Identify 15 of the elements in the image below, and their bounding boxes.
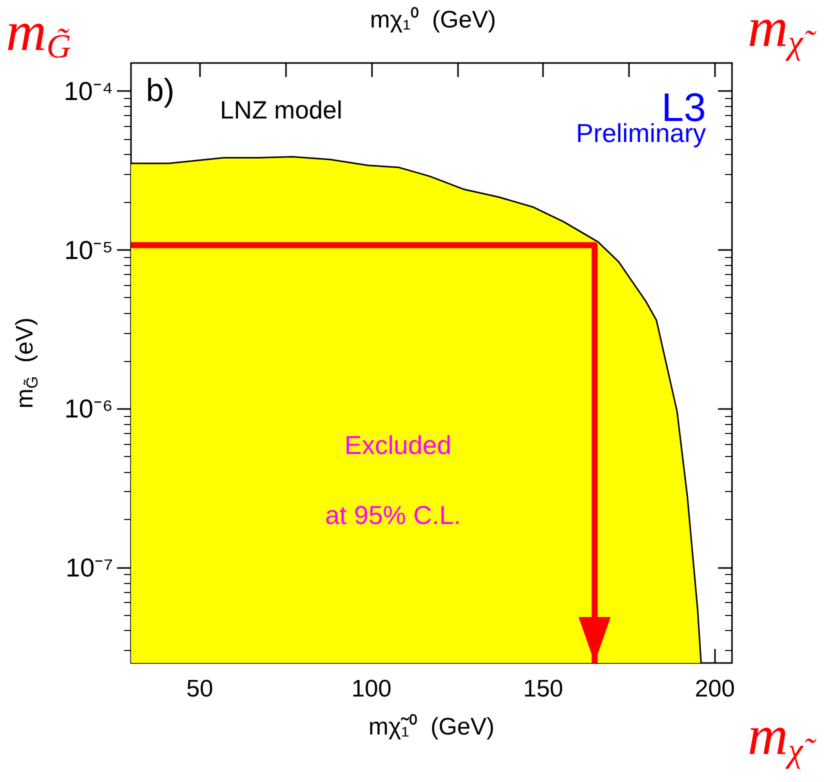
x-axis-title: mχ̃₁⁰ (GeV)	[368, 714, 495, 740]
y-tick-label: 10⁻⁶	[64, 394, 113, 424]
annotation: b)	[146, 72, 174, 108]
annotation: at 95% C.L.	[325, 500, 461, 530]
text: mχ₁⁰ (GeV)	[370, 6, 496, 34]
y-axis-title: mG̃ (eV)	[12, 317, 42, 409]
x-tick-label: 200	[694, 676, 735, 702]
x-tick-label: 100	[351, 676, 392, 702]
y-tick-label: 10⁻⁷	[66, 552, 113, 582]
x-tick-label: 150	[523, 676, 564, 702]
y-tick-label: 10⁻⁴	[64, 76, 113, 106]
annotation: LNZ model	[220, 96, 342, 124]
y-tick-label: 10⁻⁵	[64, 234, 113, 265]
annotation: Excluded	[344, 430, 452, 460]
x-tick-label: 50	[186, 676, 214, 702]
